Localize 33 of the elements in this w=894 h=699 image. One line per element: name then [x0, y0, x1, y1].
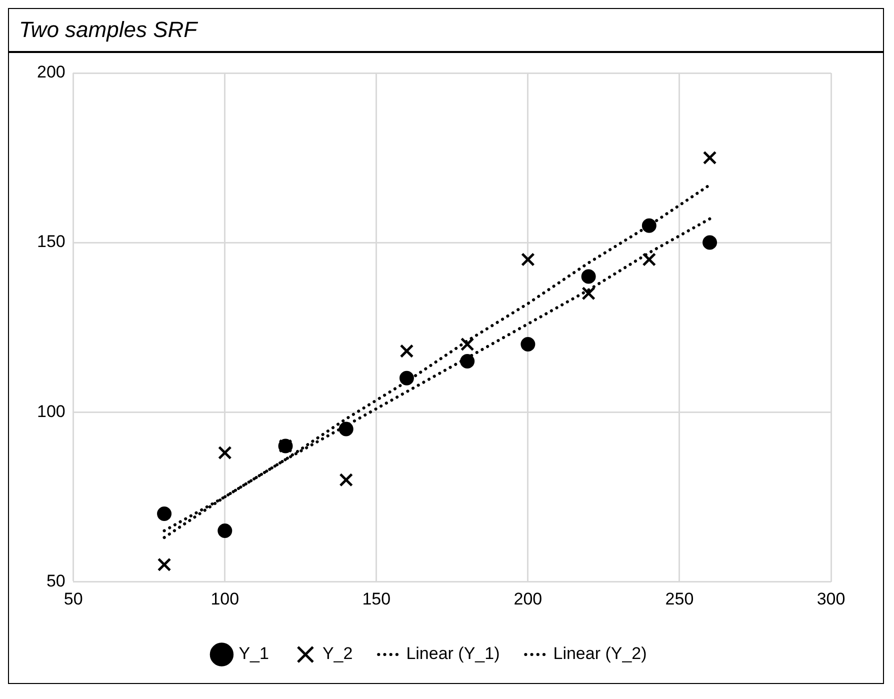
y-tick-label: 50: [46, 571, 66, 590]
point: [520, 337, 536, 352]
point: [400, 344, 414, 358]
y-tick-label: 100: [36, 402, 66, 421]
point: [157, 558, 172, 572]
point: [218, 523, 232, 538]
point: [581, 269, 596, 284]
legend-label: Linear (Y_1): [406, 644, 500, 664]
legend-label: Linear (Y_2): [553, 644, 647, 664]
y-tick-label: 150: [36, 232, 66, 252]
point: [399, 370, 414, 386]
x-tick-label: 250: [665, 589, 694, 608]
point: [521, 252, 535, 266]
point: [642, 252, 656, 266]
legend-label: Y_2: [322, 644, 353, 664]
x-tick-label: 200: [514, 589, 542, 608]
point: [218, 446, 232, 460]
point: [157, 506, 172, 522]
x-tick-label: 150: [362, 589, 391, 608]
x-tick-label: 300: [816, 589, 846, 608]
point: [338, 422, 354, 436]
x-tick-label: 100: [210, 589, 240, 608]
point: [702, 235, 718, 250]
point: [339, 472, 354, 487]
point: [582, 286, 596, 300]
point: [702, 150, 717, 165]
y-tick-label: 200: [36, 62, 66, 82]
point: [460, 354, 475, 368]
point: [460, 337, 474, 352]
chart-title: Two samples SRF: [9, 9, 883, 53]
legend-label: Y_1: [238, 644, 269, 664]
x-tick-label: 50: [64, 589, 83, 608]
point: [642, 218, 656, 233]
